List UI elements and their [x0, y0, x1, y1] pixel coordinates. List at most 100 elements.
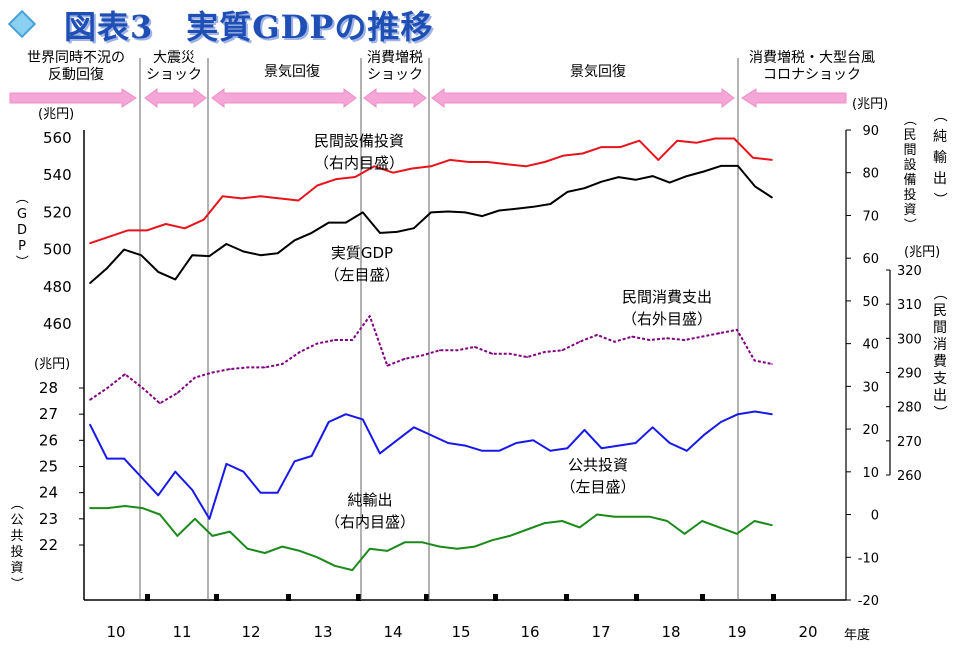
series-point-3: [617, 444, 620, 447]
series-point-4: [718, 526, 721, 529]
right-inner-tick-label: -10: [858, 551, 879, 566]
series-point-3: [600, 447, 603, 450]
capex-axis-title-char: 備: [903, 172, 916, 188]
series-point-1: [703, 170, 705, 173]
consumption-axis-title-char: 出: [933, 388, 947, 404]
series-point-2: [526, 356, 528, 358]
series-point-0: [562, 154, 565, 157]
gdp-tick-label: 500: [43, 241, 72, 259]
series-point-2: [351, 339, 354, 341]
series-point-1: [106, 267, 108, 270]
right-inner-tick-label: 60: [862, 252, 879, 267]
series-point-2: [736, 329, 738, 331]
series-point-3: [242, 470, 245, 473]
series-point-2: [141, 387, 144, 389]
consumption-axis-title-char: 費: [933, 354, 947, 370]
right-inner-tick-label: 70: [862, 209, 879, 224]
right-inner-unit-label: (兆円): [852, 97, 888, 112]
public-unit-label: (兆円): [34, 357, 70, 372]
series-point-0: [89, 242, 91, 244]
series-point-3: [498, 450, 501, 452]
series-point-1: [549, 203, 552, 205]
series-point-2: [543, 351, 546, 353]
public-tick-label: 22: [39, 536, 58, 554]
series-point-4: [666, 520, 668, 522]
period-label: 消費増税ショック: [367, 50, 423, 83]
right-inner-tick-label: 0: [871, 509, 879, 524]
period-arrow: [431, 88, 735, 108]
x-tick-label: 18: [661, 623, 680, 641]
series-point-1: [617, 176, 620, 178]
right-inner-tick-label: 40: [862, 338, 879, 353]
series-point-0: [695, 142, 697, 144]
series-point-0: [165, 223, 167, 225]
gdp-unit-label: (兆円): [38, 107, 74, 122]
series-line-0: [89, 137, 773, 245]
public-axis-title-char: 投: [10, 544, 23, 560]
gdp-tick-label: 520: [43, 203, 72, 221]
series-point-3: [259, 491, 262, 494]
series-point-4: [456, 547, 459, 550]
series-point-1: [140, 254, 142, 256]
gdp-axis-title-char: （: [13, 191, 28, 204]
series-point-3: [668, 442, 671, 444]
series-point-3: [566, 447, 569, 450]
public-axis-title: （ 公共投資）: [8, 497, 23, 590]
series-point-1: [157, 271, 159, 273]
x-tick-mark: [356, 594, 361, 601]
series-point-4: [404, 541, 406, 544]
series-point-3: [327, 421, 330, 423]
series-point-2: [404, 358, 406, 360]
public-tick-label: 28: [39, 379, 58, 397]
x-tick-label: 20: [798, 623, 817, 641]
gdp-tick-label: 560: [43, 129, 72, 147]
gdp-axis-title-char: G: [17, 207, 27, 222]
x-tick-label: 12: [241, 623, 260, 641]
consumption-axis-title-char: 支: [933, 371, 947, 387]
series-annotation: 民間設備投資（右内目盛）: [314, 132, 404, 172]
gdp-axis-title: （ GDP）: [13, 191, 28, 268]
series-point-4: [211, 535, 214, 537]
series-point-0: [411, 167, 413, 170]
right-outer-tick-label: 280: [897, 401, 922, 416]
series-point-0: [657, 159, 660, 161]
series-point-0: [449, 159, 451, 161]
series-point-3: [157, 494, 159, 497]
series-point-4: [421, 541, 424, 544]
series-point-4: [736, 533, 738, 535]
series-point-4: [491, 539, 494, 541]
series-point-3: [634, 442, 637, 444]
series-point-2: [369, 315, 371, 317]
series-point-0: [487, 161, 489, 163]
series-point-3: [191, 489, 194, 491]
public-axis-title-char: （: [8, 497, 23, 510]
series-point-3: [771, 413, 773, 416]
series-point-2: [666, 337, 668, 340]
series-point-2: [771, 363, 773, 365]
x-tick-mark: [424, 594, 429, 601]
consumption-axis-title-char: ）: [931, 405, 947, 419]
series-point-3: [106, 457, 108, 460]
period-label: 景気回復: [264, 63, 320, 80]
right-outer-tick-label: 320: [897, 264, 922, 279]
series-point-3: [532, 439, 535, 442]
capex-axis-title-char: ）: [901, 218, 916, 231]
x-tick-label: 10: [106, 623, 125, 641]
public-tick-label: 25: [39, 458, 58, 476]
series-point-4: [473, 545, 476, 548]
public-tick-label: 24: [39, 484, 58, 502]
period-arrow: [741, 88, 847, 108]
series-point-1: [566, 191, 569, 193]
series-point-3: [362, 418, 364, 421]
x-tick-mark: [214, 594, 219, 601]
series-point-0: [581, 152, 584, 155]
series-point-3: [720, 421, 722, 423]
series-point-1: [208, 255, 211, 257]
consumption-axis-title-char: 民: [933, 303, 947, 319]
series-point-1: [174, 278, 177, 281]
netexport-axis-title-char: 純: [933, 129, 947, 145]
series-point-4: [299, 550, 301, 552]
x-tick-label: 16: [520, 623, 539, 641]
series-point-2: [508, 352, 511, 355]
series-point-1: [583, 187, 586, 189]
